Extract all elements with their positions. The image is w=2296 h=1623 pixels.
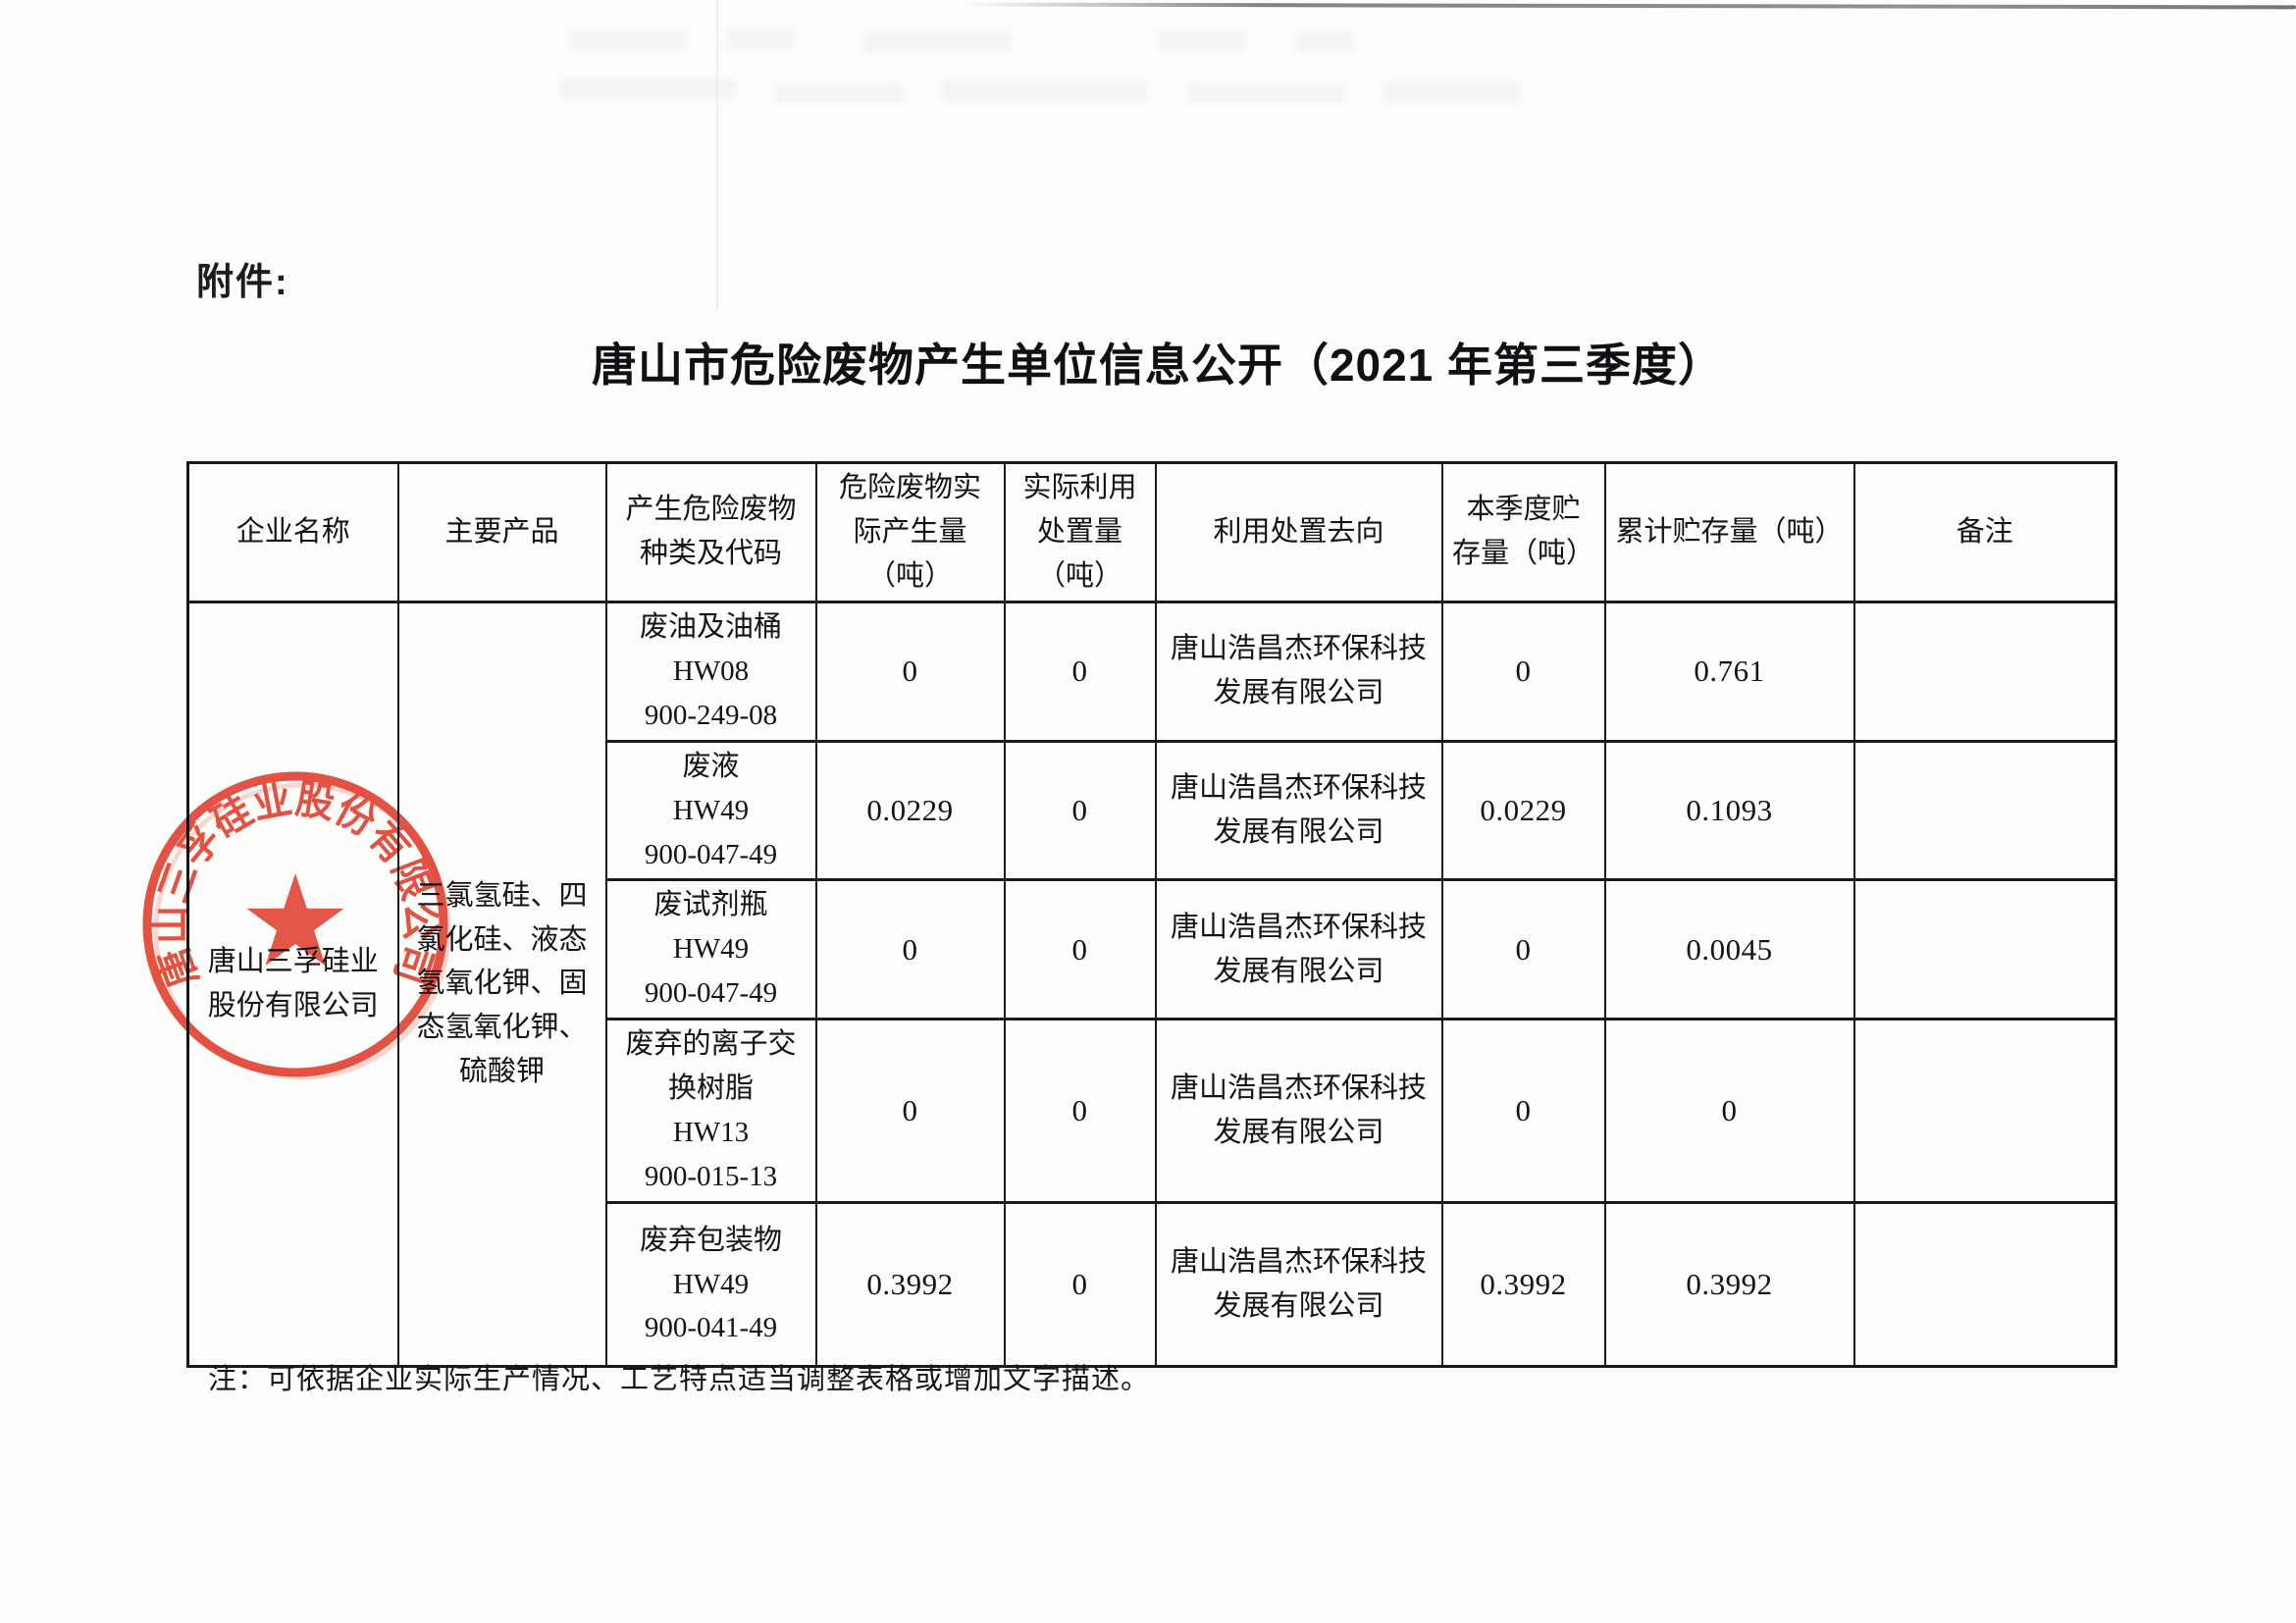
header-waste-type-code: 产生危险废物 种类及代码 <box>604 461 817 603</box>
cell-disposed: 0 <box>1003 878 1157 1021</box>
cell-disposed: 0 <box>1003 600 1157 743</box>
table-footnote: 注：可依据企业实际生产情况、工艺特点适当调整表格或增加文字描述。 <box>208 1364 1151 1395</box>
table-header-row: 企业名称 主要产品 产生危险废物 种类及代码 危险废物实 际产生量 （吨） 实际… <box>186 461 2117 603</box>
cell-disposed: 0 <box>1003 1018 1157 1204</box>
cell-generated: 0 <box>814 878 1006 1021</box>
cell-cumulative-storage: 0.0045 <box>1603 878 1855 1021</box>
cell-destination: 唐山浩昌杰环保科技 发展有限公司 <box>1154 600 1443 743</box>
cell-remarks <box>1852 739 2117 882</box>
cell-remarks <box>1852 600 2117 743</box>
cell-cumulative-storage: 0.3992 <box>1603 1201 1855 1368</box>
cell-waste-type: 废试剂瓶 HW49 900-047-49 <box>604 878 817 1021</box>
cell-waste-type: 废弃的离子交 换树脂 HW13 900-015-13 <box>604 1018 817 1204</box>
cell-destination: 唐山浩昌杰环保科技 发展有限公司 <box>1154 739 1443 882</box>
cell-remarks <box>1852 1018 2117 1204</box>
table-row: 废试剂瓶 HW49 900-047-49 0 0 唐山浩昌杰环保科技 发展有限公… <box>188 878 2117 1021</box>
header-quarter-storage: 本季度贮 存量（吨） <box>1440 461 1606 603</box>
table-row: 废弃的离子交 换树脂 HW13 900-015-13 0 0 唐山浩昌杰环保科技… <box>188 1018 2117 1204</box>
page-title: 唐山市危险废物产生单位信息公开（2021 年第三季度） <box>591 340 1725 391</box>
header-remarks: 备注 <box>1852 461 2117 603</box>
cell-disposed: 0 <box>1003 739 1157 882</box>
cell-generated: 0.0229 <box>814 739 1006 882</box>
cell-generated: 0 <box>814 600 1006 743</box>
table-row: 唐山三孚硅业 股份有限公司 三氯氢硅、四 氯化硅、液态 氢氧化钾、固 态氢氧化钾… <box>186 600 2117 1369</box>
cell-remarks <box>1852 1201 2117 1368</box>
cell-cumulative-storage: 0.1093 <box>1603 739 1855 882</box>
cell-waste-type: 废液 HW49 900-047-49 <box>604 739 817 882</box>
cell-company-name: 唐山三孚硅业 股份有限公司 <box>186 600 399 1369</box>
header-actual-disposed: 实际利用 处置量 （吨） <box>1003 461 1157 603</box>
cell-cumulative-storage: 0.761 <box>1603 600 1855 743</box>
company-seal: 唐山三孚硅业股份有限公司 <box>142 771 451 1080</box>
scan-edge-line <box>961 2 2296 10</box>
cell-quarter-storage: 0.0229 <box>1440 739 1606 882</box>
header-cumulative-storage: 累计贮存量（吨） <box>1603 461 1855 603</box>
cell-destination: 唐山浩昌杰环保科技 发展有限公司 <box>1154 878 1443 1021</box>
cell-disposed: 0 <box>1003 1201 1157 1368</box>
cell-generated: 0.3992 <box>814 1201 1006 1368</box>
table-row: 废弃包装物 HW49 900-041-49 0.3992 0 唐山浩昌杰环保科技… <box>188 1201 2117 1368</box>
cell-destination: 唐山浩昌杰环保科技 发展有限公司 <box>1154 1018 1443 1204</box>
seal-outer-ring <box>142 771 448 1077</box>
header-destination: 利用处置去向 <box>1154 461 1443 603</box>
cell-generated: 0 <box>814 1018 1006 1204</box>
seal-star-icon <box>246 873 344 967</box>
header-company: 企业名称 <box>186 461 399 603</box>
cell-destination: 唐山浩昌杰环保科技 发展有限公司 <box>1154 1201 1443 1368</box>
header-main-products: 主要产品 <box>396 461 607 603</box>
header-actual-generated: 危险废物实 际产生量 （吨） <box>814 461 1006 603</box>
cell-cumulative-storage: 0 <box>1603 1018 1855 1204</box>
bleed-through-ghost-text <box>549 22 1550 120</box>
disclosure-table: 企业名称 主要产品 产生危险废物 种类及代码 危险废物实 际产生量 （吨） 实际… <box>186 461 2117 1369</box>
cell-quarter-storage: 0 <box>1440 878 1606 1021</box>
cell-quarter-storage: 0.3992 <box>1440 1201 1606 1368</box>
cell-quarter-storage: 0 <box>1440 1018 1606 1204</box>
cell-waste-type: 废弃包装物 HW49 900-041-49 <box>604 1201 817 1368</box>
attachment-label: 附件: <box>196 262 289 303</box>
cell-quarter-storage: 0 <box>1440 600 1606 743</box>
paper-crease-line <box>716 0 718 309</box>
cell-remarks <box>1852 878 2117 1021</box>
seal-ring-smear <box>153 782 451 1080</box>
table-row: 废液 HW49 900-047-49 0.0229 0 唐山浩昌杰环保科技 发展… <box>188 739 2117 882</box>
cell-waste-type: 废油及油桶 HW08 900-249-08 <box>604 600 817 743</box>
